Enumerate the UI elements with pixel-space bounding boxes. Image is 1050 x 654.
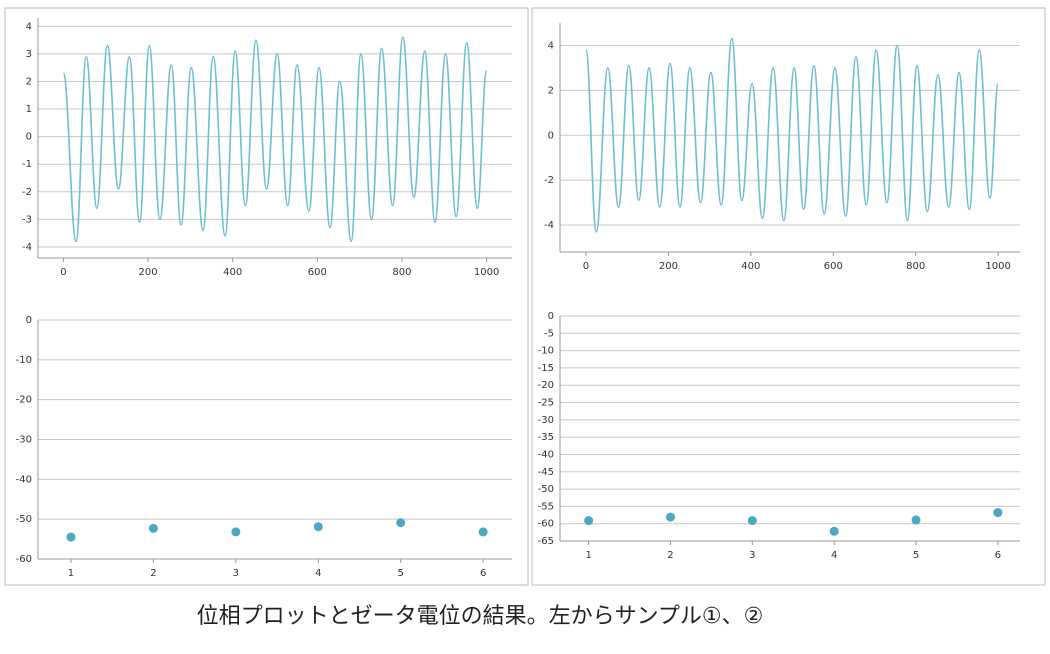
data-point — [396, 518, 406, 528]
x-tick-label: 800 — [392, 267, 411, 278]
x-tick-label: 2 — [667, 550, 673, 561]
phase-line — [585, 37, 999, 233]
y-tick-label: 0 — [26, 132, 32, 143]
y-tick-label: -25 — [538, 398, 554, 409]
y-tick-label: -10 — [538, 346, 554, 357]
y-tick-label: -1 — [22, 159, 32, 170]
x-tick-label: 400 — [741, 261, 760, 272]
data-point — [584, 516, 594, 526]
x-tick-label: 400 — [223, 267, 242, 278]
data-point — [665, 512, 675, 522]
data-point — [993, 508, 1003, 518]
x-tick-label: 5 — [398, 568, 404, 579]
y-tick-label: -20 — [16, 395, 32, 406]
data-point — [478, 527, 488, 537]
y-tick-label: -60 — [538, 519, 554, 530]
phase-line — [62, 36, 488, 243]
y-tick-label: -50 — [538, 484, 554, 495]
x-tick-label: 3 — [233, 568, 239, 579]
y-tick-label: -65 — [538, 536, 554, 547]
data-point — [231, 527, 241, 537]
y-tick-label: -35 — [538, 432, 554, 443]
x-tick-label: 200 — [659, 261, 678, 272]
y-tick-label: -4 — [22, 242, 32, 253]
y-tick-label: 0 — [548, 311, 554, 322]
x-tick-label: 6 — [480, 568, 486, 579]
x-tick-label: 3 — [749, 550, 755, 561]
x-tick-label: 1 — [585, 550, 591, 561]
x-tick-label: 0 — [583, 261, 589, 272]
y-tick-label: 2 — [548, 85, 554, 96]
data-point — [911, 515, 921, 525]
y-tick-label: -40 — [16, 474, 32, 485]
x-tick-label: 1000 — [474, 267, 499, 278]
x-tick-label: 0 — [60, 267, 66, 278]
y-tick-label: -4 — [544, 220, 554, 231]
panel-frame — [531, 7, 1046, 586]
y-tick-label: -30 — [538, 415, 554, 426]
y-tick-label: 4 — [548, 40, 554, 51]
panel-frame — [4, 7, 529, 586]
y-tick-label: -3 — [22, 214, 32, 225]
caption: 位相プロットとゼータ電位の結果。左からサンプル①、② — [196, 604, 764, 629]
y-tick-label: -60 — [16, 554, 32, 565]
y-tick-label: -20 — [538, 380, 554, 391]
y-tick-label: 4 — [26, 21, 32, 32]
y-tick-label: 0 — [26, 315, 32, 326]
y-tick-label: -50 — [16, 514, 32, 525]
data-point — [148, 523, 158, 533]
x-tick-label: 4 — [315, 568, 321, 579]
y-tick-label: -40 — [538, 449, 554, 460]
x-tick-label: 200 — [138, 267, 157, 278]
y-tick-label: 2 — [26, 76, 32, 87]
data-point — [66, 532, 76, 542]
y-tick-label: -30 — [16, 435, 32, 446]
x-tick-label: 600 — [308, 267, 327, 278]
data-point — [829, 526, 839, 536]
x-tick-label: 2 — [150, 568, 156, 579]
x-tick-label: 5 — [913, 550, 919, 561]
data-point — [313, 522, 323, 532]
x-tick-label: 1 — [68, 568, 74, 579]
x-tick-label: 600 — [824, 261, 843, 272]
y-tick-label: -15 — [538, 363, 554, 374]
y-tick-label: -45 — [538, 467, 554, 478]
y-tick-label: 1 — [26, 104, 32, 115]
y-tick-label: -5 — [544, 328, 554, 339]
x-tick-label: 6 — [995, 550, 1001, 561]
y-tick-label: -2 — [544, 175, 554, 186]
x-tick-label: 4 — [831, 550, 837, 561]
data-point — [747, 516, 757, 526]
y-tick-label: 3 — [26, 49, 32, 60]
y-tick-label: -55 — [538, 501, 554, 512]
y-tick-label: -2 — [22, 187, 32, 198]
y-tick-label: -10 — [16, 355, 32, 366]
x-tick-label: 1000 — [985, 261, 1010, 272]
x-tick-label: 800 — [906, 261, 925, 272]
y-tick-label: 0 — [548, 130, 554, 141]
